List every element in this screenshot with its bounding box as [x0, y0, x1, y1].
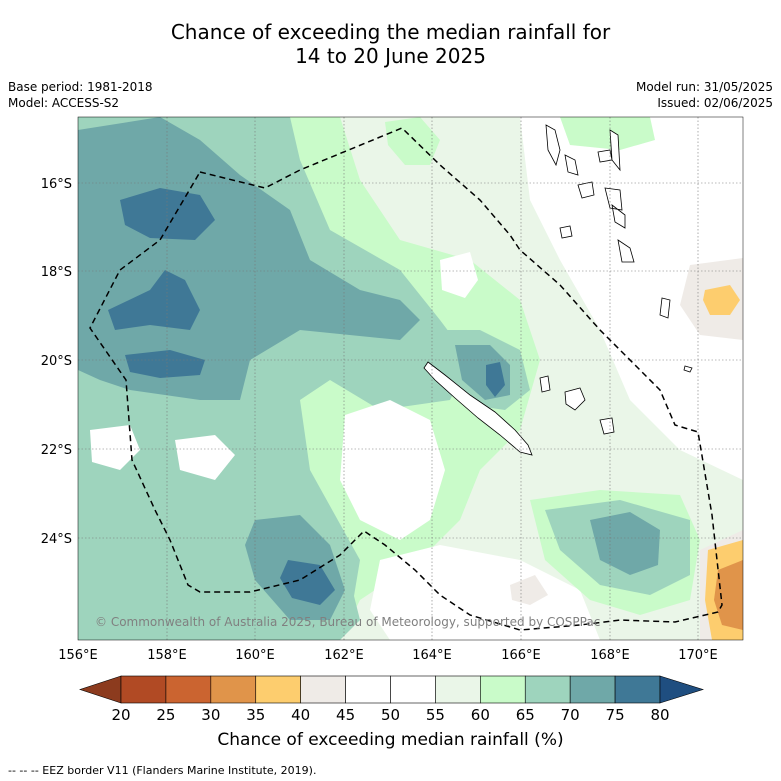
colorbar-segment: [255, 675, 301, 704]
colorbar: 20 25 30 35 40 45 50 55 60 65 70 75 80: [79, 675, 705, 724]
colorbar-tick-label: 80: [650, 706, 669, 724]
model-name: Model: ACCESS-S2: [8, 96, 120, 110]
contour-45-south: [510, 575, 548, 605]
lat-label-18s: 18°S: [41, 265, 72, 280]
contour-35-east: [703, 285, 740, 315]
lon-label-170e: 170°E: [678, 648, 718, 663]
lat-label-16s: 16°S: [41, 177, 72, 192]
colorbar-tick-label: 70: [561, 706, 580, 724]
lat-label-24s: 24°S: [41, 532, 72, 547]
contour-80-newcal: [486, 362, 505, 397]
colorbar-segment: [300, 675, 346, 704]
contour-80-southwest: [280, 560, 335, 605]
colorbar-title: Chance of exceeding median rainfall (%): [217, 730, 564, 750]
colorbar-tick-label: 75: [606, 706, 625, 724]
contour-30-southeast: [714, 560, 743, 630]
contour-75-southeast: [590, 512, 660, 575]
eez-border: [89, 127, 723, 631]
map-frame: [77, 116, 744, 641]
colorbar-tick-label: 35: [246, 706, 265, 724]
lon-label-166e: 166°E: [501, 648, 541, 663]
lat-label-22s: 22°S: [41, 443, 72, 458]
lat-label-20s: 20°S: [41, 354, 72, 369]
colorbar-tick-label: 30: [201, 706, 220, 724]
contour-white-southwest: [90, 425, 140, 470]
colorbar-segment: [120, 675, 167, 704]
contour-white-north: [440, 252, 478, 298]
issued-date: Issued: 02/06/2025: [657, 96, 773, 110]
map-title: Chance of exceeding the median rainfall …: [0, 20, 781, 68]
colorbar-tick-label: 40: [291, 706, 310, 724]
copyright-text: © Commonwealth of Australia 2025, Bureau…: [95, 615, 600, 629]
colorbar-tick-label: 65: [516, 706, 535, 724]
loyalty-islands: [539, 375, 615, 435]
colorbar-tick-label: 50: [381, 706, 400, 724]
colorbar-segment: [480, 675, 526, 704]
contour-80-west-b: [108, 270, 200, 330]
colorbar-tick-label: 25: [156, 706, 175, 724]
colorbar-segment: [435, 675, 481, 704]
colorbar-segment: [390, 675, 436, 704]
vanuatu-islands: [545, 124, 635, 263]
title-line-1: Chance of exceeding the median rainfall …: [170, 20, 611, 44]
contour-white-east: [520, 117, 743, 480]
lon-label-158e: 158°E: [147, 648, 187, 663]
colorbar-segment: [524, 675, 571, 704]
colorbar-segment: [210, 675, 257, 704]
new-caledonia-land: [423, 361, 533, 456]
lon-label-156e: 156°E: [58, 648, 98, 663]
gridlines: [78, 117, 743, 640]
contour-80-west-c: [125, 350, 205, 378]
lon-label-162e: 162°E: [324, 648, 364, 663]
colorbar-tick-label: 45: [336, 706, 355, 724]
colorbar-segment: [345, 675, 391, 704]
contour-80-west-a: [120, 188, 215, 240]
contour-white-west: [175, 435, 235, 480]
colorbar-tick-label: 55: [426, 706, 445, 724]
lon-label-164e: 164°E: [412, 648, 452, 663]
colorbar-tick-label: 20: [111, 706, 130, 724]
contour-white-central: [340, 400, 445, 540]
colorbar-segment: [165, 675, 212, 704]
model-run: Model run: 31/05/2025: [635, 80, 773, 94]
lon-label-168e: 168°E: [590, 648, 630, 663]
colorbar-extend-high: [659, 675, 705, 704]
colorbar-segment: [614, 675, 661, 704]
colorbar-segment: [569, 675, 616, 704]
contour-75-west: [78, 117, 420, 400]
meta-right: Model run: 31/05/2025 Issued: 02/06/2025: [636, 79, 773, 111]
small-island-east: [659, 297, 693, 373]
title-line-2: 14 to 20 June 2025: [295, 44, 486, 68]
rainfall-map-area: © Commonwealth of Australia 2025, Bureau…: [78, 117, 743, 640]
base-period: Base period: 1981-2018: [8, 80, 153, 94]
contour-65-northeast: [560, 117, 655, 150]
eez-legend-footer: -- -- -- EEZ border V11 (Flanders Marine…: [8, 764, 317, 777]
colorbar-extend-low: [79, 675, 122, 704]
lon-label-160e: 160°E: [235, 648, 275, 663]
contour-white-south: [370, 545, 600, 640]
colorbar-tick-label: 60: [471, 706, 490, 724]
meta-left: Base period: 1981-2018 Model: ACCESS-S2: [8, 79, 153, 111]
